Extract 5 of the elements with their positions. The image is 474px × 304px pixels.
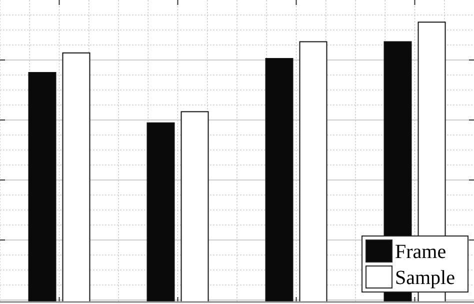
bar: [28, 72, 56, 302]
legend-label: Frame: [395, 241, 446, 263]
series-label: Sample: [395, 267, 456, 289]
bar: [265, 58, 294, 302]
bar: [146, 122, 175, 302]
